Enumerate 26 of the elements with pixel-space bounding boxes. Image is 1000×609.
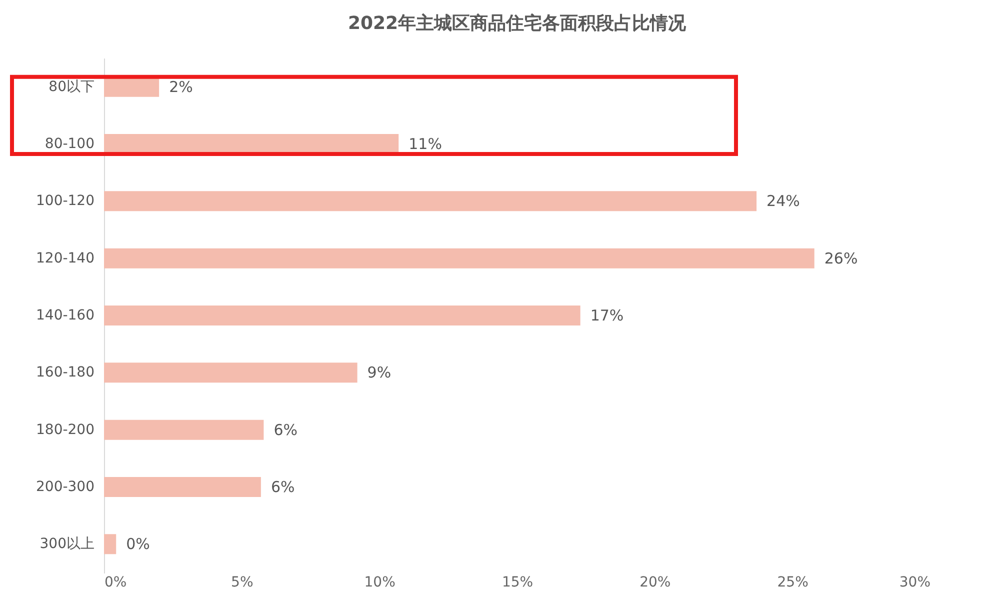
chart-title: 2022年主城区商品住宅各面积段占比情况 bbox=[348, 13, 688, 34]
y-tick-label: 200-300 bbox=[36, 478, 94, 495]
data-label: 6% bbox=[274, 420, 298, 439]
y-tick-label: 80以下 bbox=[48, 78, 94, 95]
x-tick-label: 20% bbox=[640, 574, 671, 590]
x-tick-label: 15% bbox=[502, 574, 534, 590]
data-label: 9% bbox=[367, 364, 392, 382]
data-label: 26% bbox=[824, 249, 858, 268]
x-tick-label: 5% bbox=[231, 574, 254, 590]
x-tick-label: 30% bbox=[899, 574, 930, 590]
y-tick-label: 140-160 bbox=[36, 308, 94, 324]
y-tick-label: 160-180 bbox=[36, 364, 94, 381]
x-tick-label: 25% bbox=[777, 574, 808, 590]
data-label: 6% bbox=[270, 478, 295, 496]
data-label: 24% bbox=[766, 192, 800, 210]
data-label: 11% bbox=[408, 135, 442, 154]
data-label: 0% bbox=[126, 535, 150, 554]
y-tick-label: 300以上 bbox=[40, 536, 94, 552]
data-label: 2% bbox=[169, 78, 193, 96]
y-tick-label: 100-120 bbox=[36, 193, 94, 210]
y-tick-label: 80-100 bbox=[44, 136, 94, 152]
x-tick-label: 10% bbox=[364, 574, 396, 590]
y-tick-label: 180-200 bbox=[36, 422, 94, 438]
data-label: 17% bbox=[590, 306, 624, 324]
y-tick-label: 120-140 bbox=[36, 250, 94, 266]
x-tick-label: 0% bbox=[104, 574, 127, 590]
